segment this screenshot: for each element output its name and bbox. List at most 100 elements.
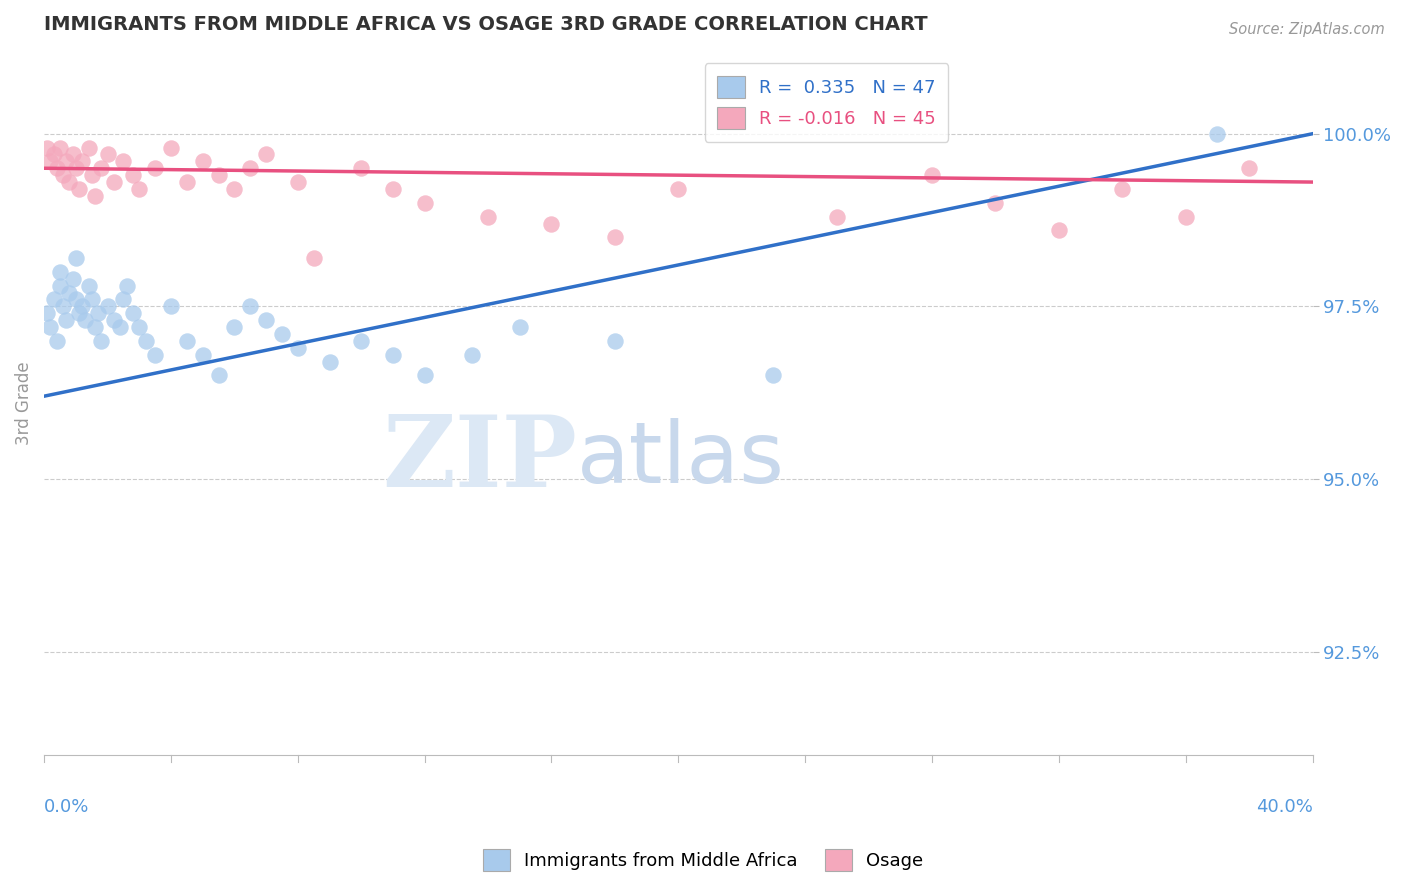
Point (191, 154, 214, 169)
Point (80, 293, 103, 307)
Point (96, 299, 118, 313)
Point (52, 299, 75, 313)
Point (39, 320, 62, 334)
Point (143, 161, 166, 176)
Point (191, 348, 214, 362)
Point (45, 161, 67, 176)
Legend: Immigrants from Middle Africa, Osage: Immigrants from Middle Africa, Osage (475, 842, 931, 879)
Point (45, 334, 67, 348)
Point (477, 210, 499, 224)
Point (381, 348, 404, 362)
Point (77, 278, 100, 293)
Point (160, 140, 183, 154)
Point (65, 161, 87, 176)
Text: ZIP: ZIP (382, 411, 576, 508)
Point (603, 230, 626, 244)
Point (83, 189, 105, 203)
Point (1206, 127, 1229, 141)
Point (112, 293, 135, 307)
Point (70, 154, 93, 169)
Point (666, 182, 689, 196)
Y-axis label: 3rd Grade: 3rd Grade (15, 361, 32, 445)
Point (825, 210, 848, 224)
Point (135, 334, 157, 348)
Point (65, 293, 87, 307)
Point (122, 168, 145, 182)
Point (90, 334, 112, 348)
Point (207, 368, 229, 383)
Point (80, 168, 103, 182)
Point (75, 313, 97, 327)
Point (49, 140, 72, 154)
Point (55, 154, 77, 169)
Point (90, 161, 112, 176)
Point (143, 348, 166, 362)
Point (65, 251, 87, 265)
Text: 40.0%: 40.0% (1256, 797, 1313, 815)
Point (984, 195, 1007, 210)
Point (224, 320, 246, 334)
Point (39, 154, 62, 169)
Point (350, 161, 373, 176)
Point (176, 175, 198, 189)
Point (77, 140, 100, 154)
Point (381, 182, 404, 196)
Point (1237, 161, 1260, 176)
Point (239, 161, 262, 176)
Legend: R =  0.335   N = 47, R = -0.016   N = 45: R = 0.335 N = 47, R = -0.016 N = 45 (704, 63, 949, 142)
Point (254, 147, 277, 161)
Point (509, 320, 531, 334)
Point (254, 313, 277, 327)
Point (287, 341, 309, 355)
Text: atlas: atlas (576, 418, 785, 501)
Point (67, 182, 90, 196)
Point (176, 334, 198, 348)
Point (128, 320, 150, 334)
Point (160, 299, 183, 313)
Point (1047, 223, 1070, 237)
Point (62, 272, 84, 286)
Point (37, 140, 59, 154)
Point (70, 299, 93, 313)
Point (49, 265, 72, 279)
Point (62, 147, 84, 161)
Point (55, 313, 77, 327)
Point (42, 293, 65, 307)
Point (122, 306, 145, 320)
Point (1111, 182, 1133, 196)
Point (224, 182, 246, 196)
Point (37, 306, 59, 320)
Point (318, 354, 340, 368)
Point (461, 348, 484, 362)
Point (413, 195, 436, 210)
Point (96, 147, 118, 161)
Point (67, 306, 90, 320)
Text: IMMIGRANTS FROM MIDDLE AFRICA VS OSAGE 3RD GRADE CORRELATION CHART: IMMIGRANTS FROM MIDDLE AFRICA VS OSAGE 3… (44, 15, 928, 34)
Point (52, 168, 75, 182)
Point (49, 278, 72, 293)
Point (239, 299, 262, 313)
Point (762, 368, 785, 383)
Point (350, 334, 373, 348)
Point (603, 334, 626, 348)
Point (87, 306, 110, 320)
Point (540, 217, 562, 231)
Point (83, 320, 105, 334)
Point (207, 168, 229, 182)
Text: Source: ZipAtlas.com: Source: ZipAtlas.com (1229, 22, 1385, 37)
Point (271, 326, 294, 341)
Point (287, 175, 309, 189)
Point (115, 278, 138, 293)
Point (110, 320, 132, 334)
Point (921, 168, 943, 182)
Point (103, 313, 125, 327)
Point (112, 154, 135, 169)
Point (1174, 210, 1197, 224)
Point (103, 175, 125, 189)
Point (42, 147, 65, 161)
Point (58, 175, 80, 189)
Point (302, 251, 325, 265)
Text: 0.0%: 0.0% (44, 797, 90, 815)
Point (413, 368, 436, 383)
Point (128, 182, 150, 196)
